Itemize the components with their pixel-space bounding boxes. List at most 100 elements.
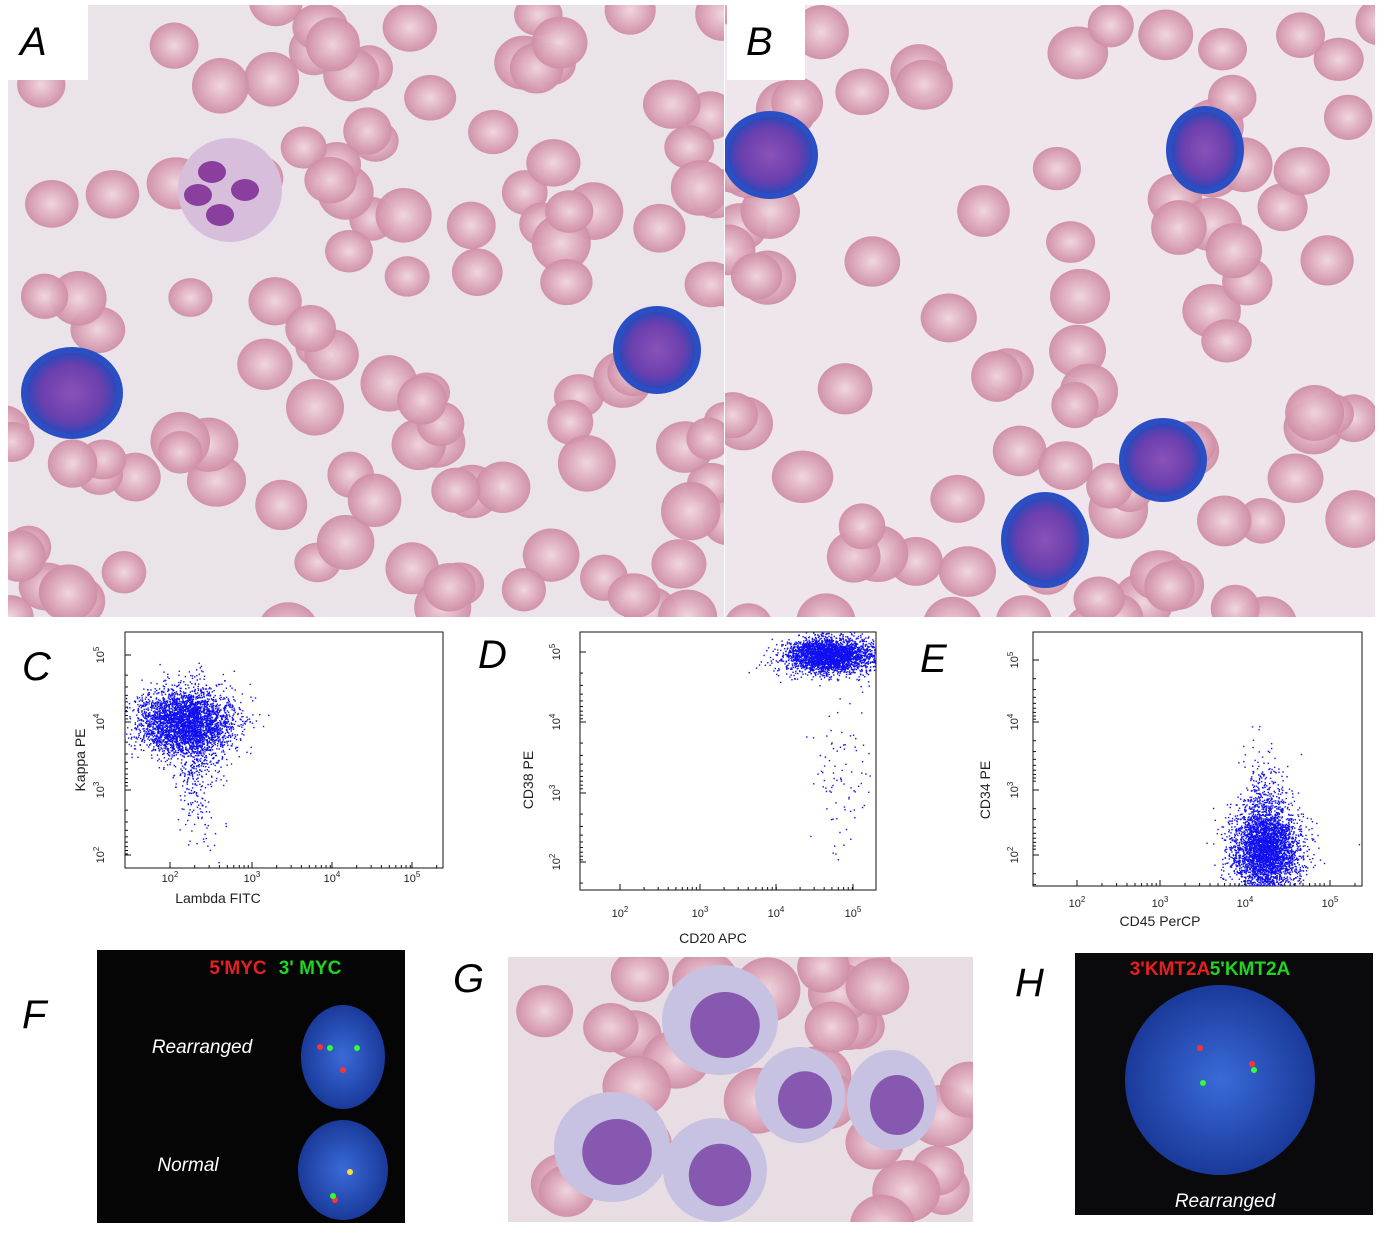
event	[153, 733, 154, 734]
event	[140, 705, 141, 706]
event	[159, 711, 160, 712]
event	[176, 714, 177, 715]
event	[892, 647, 893, 648]
red-cell	[304, 157, 356, 203]
event	[196, 675, 197, 676]
event	[171, 728, 172, 729]
event	[202, 697, 203, 698]
event	[197, 753, 198, 754]
event	[177, 758, 178, 759]
event	[188, 749, 189, 750]
red-cell	[661, 482, 720, 540]
event	[228, 705, 229, 706]
event	[202, 729, 203, 730]
event	[139, 725, 140, 726]
red-cell	[633, 204, 685, 253]
event	[174, 752, 175, 753]
event	[211, 747, 212, 748]
event	[204, 763, 205, 764]
event	[240, 709, 241, 710]
event	[202, 718, 203, 719]
event	[208, 699, 209, 700]
event	[197, 795, 198, 796]
event	[176, 686, 177, 687]
event	[223, 690, 224, 691]
event	[186, 753, 187, 754]
event	[198, 755, 199, 756]
event	[212, 741, 213, 742]
event	[196, 768, 197, 769]
event	[182, 697, 183, 698]
event	[210, 784, 211, 785]
event	[155, 738, 156, 739]
event	[158, 748, 159, 749]
event	[136, 737, 137, 738]
event	[197, 740, 198, 741]
event	[216, 748, 217, 749]
event	[203, 711, 204, 712]
event	[172, 748, 173, 749]
event	[170, 696, 171, 697]
event	[185, 688, 186, 689]
event	[196, 793, 197, 794]
event	[223, 751, 224, 752]
event	[207, 703, 208, 704]
blast-nucleus	[619, 312, 695, 388]
event	[193, 703, 194, 704]
red-cell	[286, 379, 344, 436]
event	[208, 695, 209, 696]
event	[213, 710, 214, 711]
event	[180, 737, 181, 738]
event	[131, 757, 132, 758]
red-cell	[325, 230, 373, 273]
event	[201, 818, 202, 819]
event	[150, 697, 151, 698]
event	[158, 701, 159, 702]
red-cell	[424, 563, 476, 611]
event	[113, 714, 114, 715]
event	[175, 750, 176, 751]
event	[195, 748, 196, 749]
event	[215, 701, 216, 702]
event	[878, 650, 879, 651]
event	[198, 683, 199, 684]
event	[231, 688, 232, 689]
event	[224, 744, 225, 745]
event	[162, 725, 163, 726]
event	[203, 841, 204, 842]
event	[180, 726, 181, 727]
event	[188, 803, 189, 804]
event	[246, 716, 247, 717]
event	[176, 744, 177, 745]
event	[211, 776, 212, 777]
event	[141, 695, 142, 696]
event	[200, 667, 201, 668]
event	[873, 647, 874, 648]
event	[149, 694, 150, 695]
event	[198, 690, 199, 691]
event	[149, 714, 150, 715]
event	[182, 772, 183, 773]
event	[134, 745, 135, 746]
event	[183, 781, 184, 782]
event	[175, 712, 176, 713]
event	[167, 676, 168, 677]
event	[249, 721, 250, 722]
event	[194, 733, 195, 734]
event	[176, 737, 177, 738]
event	[167, 674, 168, 675]
event	[165, 731, 166, 732]
event	[196, 747, 197, 748]
event	[237, 734, 238, 735]
event	[236, 739, 237, 740]
event	[189, 702, 190, 703]
event	[221, 743, 222, 744]
event	[178, 706, 179, 707]
red-cell	[921, 294, 977, 343]
event	[197, 727, 198, 728]
event	[192, 787, 193, 788]
red-cell	[1138, 10, 1193, 61]
event	[186, 695, 187, 696]
event	[199, 774, 200, 775]
